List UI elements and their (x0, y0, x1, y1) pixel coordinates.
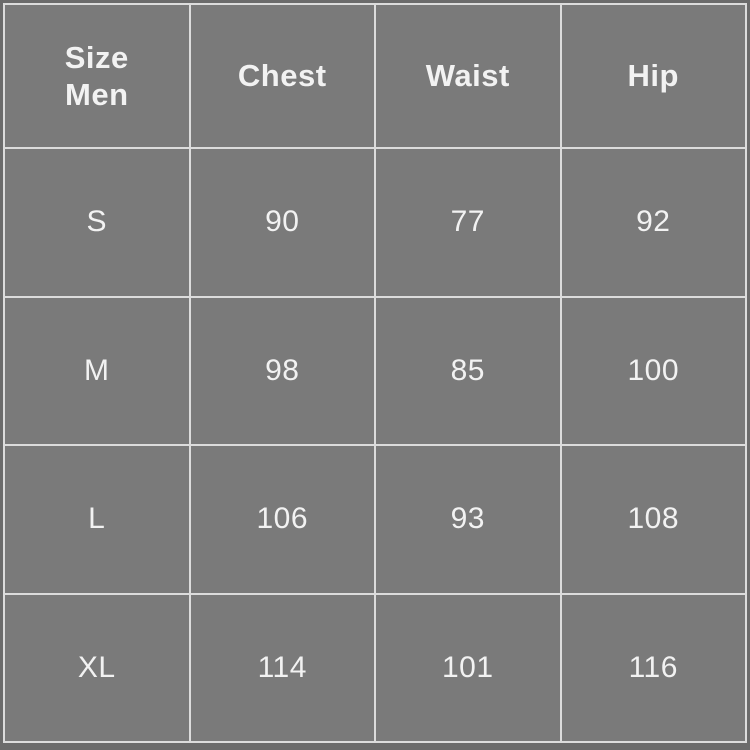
cell-s-hip: 92 (561, 149, 745, 296)
header-size-line1: Size (64, 40, 129, 75)
cell-xl-size: XL (5, 594, 189, 741)
cell-l-hip: 108 (561, 446, 745, 593)
cell-m-hip: 100 (561, 297, 745, 444)
header-size-line2: Men (65, 77, 129, 112)
cell-l-size: L (5, 446, 189, 593)
cell-s-chest: 90 (190, 149, 374, 296)
header-cell-chest: Chest (190, 5, 374, 147)
cell-l-waist: 93 (376, 446, 560, 593)
cell-xl-hip: 116 (561, 594, 745, 741)
cell-s-size: S (5, 149, 189, 296)
cell-m-size: M (5, 297, 189, 444)
cell-xl-waist: 101 (376, 594, 560, 741)
cell-l-chest: 106 (190, 446, 374, 593)
header-cell-waist: Waist (376, 5, 560, 147)
cell-s-waist: 77 (376, 149, 560, 296)
cell-m-waist: 85 (376, 297, 560, 444)
cell-xl-chest: 114 (190, 594, 374, 741)
header-cell-size-men: Size Men (5, 5, 189, 147)
header-cell-hip: Hip (561, 5, 745, 147)
mens-size-chart-table: Size Men Chest Waist Hip S 90 77 92 M 98… (3, 3, 747, 743)
cell-m-chest: 98 (190, 297, 374, 444)
